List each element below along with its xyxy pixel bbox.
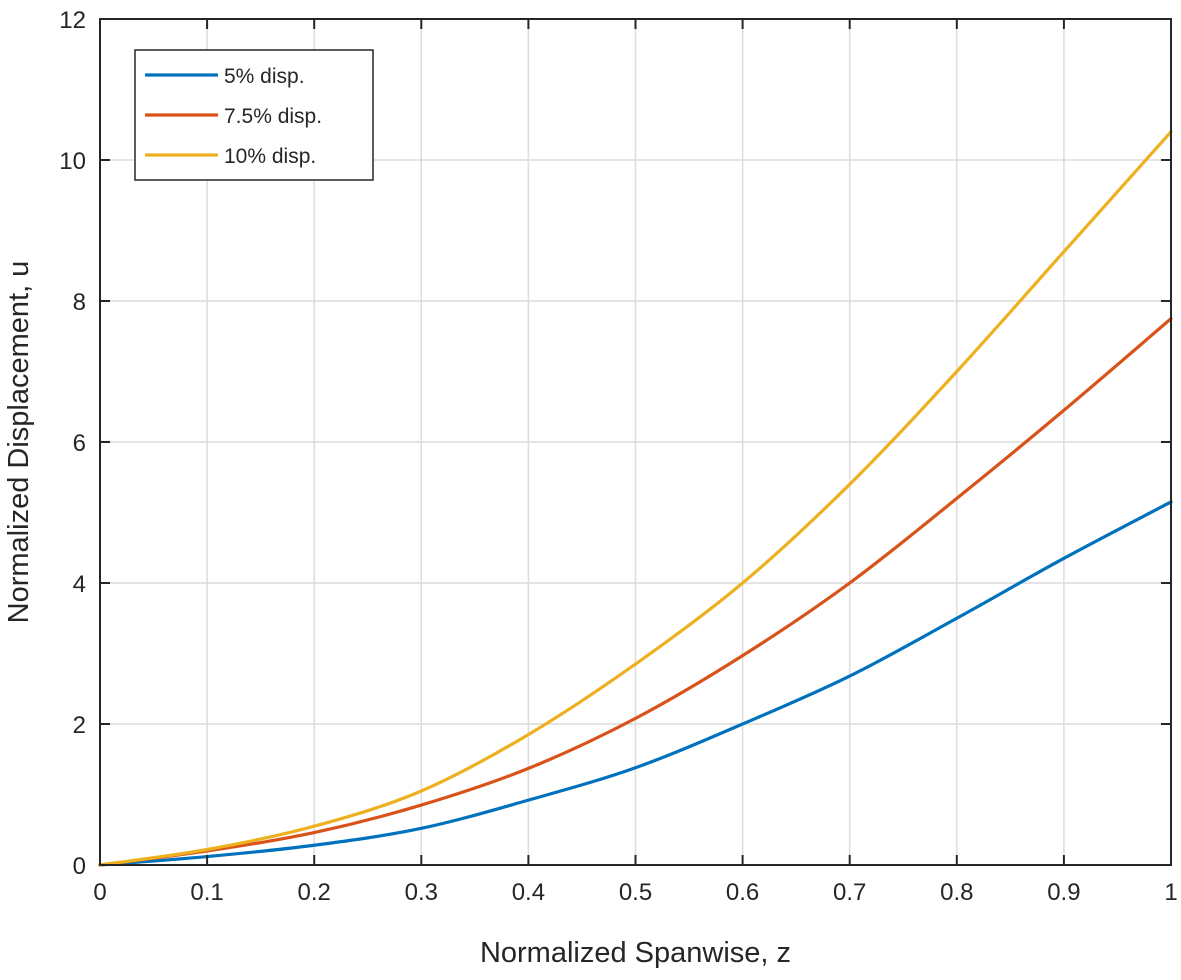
legend: 5% disp. 7.5% disp. 10% disp. <box>134 49 374 181</box>
x-tick-label: 0.9 <box>1047 879 1080 906</box>
legend-label-5-disp: 5% disp. <box>224 65 305 88</box>
x-tick-label: 0.5 <box>619 879 652 906</box>
y-tick-label: 10 <box>59 148 86 175</box>
x-tick-label: 0.3 <box>405 879 438 906</box>
x-tick-label: 0.2 <box>298 879 331 906</box>
x-tick-label: 0.6 <box>726 879 759 906</box>
x-axis-label: Normalized Spanwise, z <box>480 937 791 969</box>
y-tick-label: 4 <box>73 571 86 598</box>
x-tick-label: 1 <box>1164 879 1177 906</box>
series-line-7-5-disp <box>98 317 1173 867</box>
x-tick-label: 0.1 <box>190 879 223 906</box>
x-tick-label: 0.8 <box>940 879 973 906</box>
y-tick-label: 6 <box>73 430 86 457</box>
y-axis-label: Normalized Displacement, u <box>3 261 35 624</box>
y-tick-label: 8 <box>73 289 86 316</box>
x-tick-label: 0 <box>93 879 106 906</box>
legend-label-10-disp: 10% disp. <box>224 145 316 168</box>
series-group <box>98 130 1173 867</box>
y-tick-label: 0 <box>73 853 86 880</box>
legend-label-7-5-disp: 7.5% disp. <box>224 105 322 128</box>
series-line-5-disp <box>98 500 1173 867</box>
x-tick-label: 0.4 <box>512 879 545 906</box>
y-tick-label: 2 <box>73 712 86 739</box>
ticks <box>99 18 1172 866</box>
y-tick-label: 12 <box>59 7 86 34</box>
series-line-10-disp <box>98 130 1173 867</box>
x-tick-label: 0.7 <box>833 879 866 906</box>
